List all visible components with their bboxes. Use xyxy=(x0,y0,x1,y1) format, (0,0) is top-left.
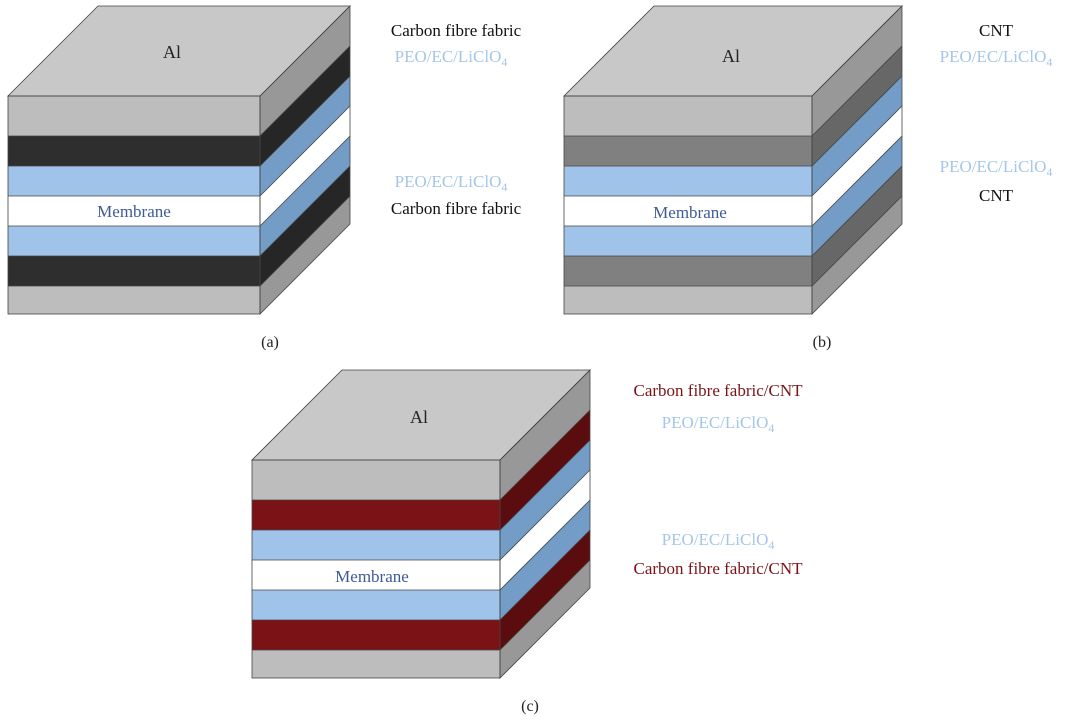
panel-c-layer-electrolyte-top xyxy=(252,530,500,560)
panel-c-caption: (c) xyxy=(521,698,539,715)
panel-a-label-3-text: PEO/EC/LiClO xyxy=(395,172,502,191)
panel-b-label-1: CNT xyxy=(979,21,1014,40)
panel-b-side-electrode-top xyxy=(812,46,902,166)
panel-a-layer-electrolyte-top xyxy=(8,166,260,196)
panel-b-layer-electrode-top xyxy=(564,136,812,166)
panel-a-label-4: Carbon fibre fabric xyxy=(391,199,522,218)
panel-a-side-electrode-bottom xyxy=(260,166,350,286)
panel-c-side-electrolyte-bottom xyxy=(500,500,590,620)
panel-b-label-3: PEO/EC/LiClO4 xyxy=(940,157,1053,179)
panel-b-side-electrolyte-bottom xyxy=(812,136,902,256)
panel-c-layer-al-bottom xyxy=(252,650,500,678)
panel-c-label-1: Carbon fibre fabric/CNT xyxy=(634,381,804,400)
panel-b-label-2-sub: 4 xyxy=(1046,55,1052,69)
panel-b-membrane-label: Membrane xyxy=(653,203,727,222)
panel-b-side-electrolyte-top xyxy=(812,76,902,196)
panel-c-label-3-sub: 4 xyxy=(768,538,774,552)
panel-c-side-electrode-bottom xyxy=(500,530,590,650)
panel-c-top-label: Al xyxy=(410,407,428,427)
panel-c-layer-membrane xyxy=(252,560,500,590)
panel-a-side-electrolyte-bottom xyxy=(260,136,350,256)
panel-b-outlines xyxy=(563,5,903,315)
panel-b-label-2-text: PEO/EC/LiClO xyxy=(940,47,1047,66)
panel-a-top-label: Al xyxy=(163,42,181,62)
panel-c-layer-electrode-bottom xyxy=(252,620,500,650)
panel-c-label-2: PEO/EC/LiClO4 xyxy=(662,413,775,435)
panel-b-caption: (b) xyxy=(813,334,832,351)
panel-b: Al Membrane CNT PEO/EC/LiClO4 PEO/EC/LiC… xyxy=(563,5,1053,351)
panel-a-side-electrolyte-top xyxy=(260,76,350,196)
panel-b-layer-electrolyte-bottom xyxy=(564,226,812,256)
panel-b-label-4: CNT xyxy=(979,186,1014,205)
panel-c-membrane-label: Membrane xyxy=(335,567,409,586)
panel-b-label-3-sub: 4 xyxy=(1046,165,1052,179)
panel-a-label-2-sub: 4 xyxy=(501,55,507,69)
panel-b-al-top-face xyxy=(564,6,902,96)
panel-b-layer-al-bottom xyxy=(564,286,812,314)
panel-a-label-1: Carbon fibre fabric xyxy=(391,21,522,40)
panel-b-layer-membrane xyxy=(564,196,812,226)
panel-b-side-al-top xyxy=(812,6,902,136)
panel-b-label-4-text: CNT xyxy=(979,186,1014,205)
panel-a-label-3: PEO/EC/LiClO4 xyxy=(395,172,508,194)
panel-c-label-3: PEO/EC/LiClO4 xyxy=(662,530,775,552)
panel-a: Al Membrane Carbon fibre fabric PEO/EC/L… xyxy=(7,5,522,351)
panel-a-layer-al-bottom xyxy=(8,286,260,314)
panel-c-label-2-sub: 4 xyxy=(768,421,774,435)
panel-b-label-2: PEO/EC/LiClO4 xyxy=(940,47,1053,69)
panel-c-layer-electrode-top xyxy=(252,500,500,530)
panel-c: Al Membrane Carbon fibre fabric/CNT PEO/… xyxy=(251,369,804,715)
panel-a-caption: (a) xyxy=(261,334,279,351)
panel-a-label-2-text: PEO/EC/LiClO xyxy=(395,47,502,66)
panel-c-layer-al-top xyxy=(252,460,500,500)
panel-c-side-al-bottom xyxy=(500,560,590,678)
panel-a-layer-electrolyte-bottom xyxy=(8,226,260,256)
panel-b-layer-al-top xyxy=(564,96,812,136)
panel-a-label-2: PEO/EC/LiClO4 xyxy=(395,47,508,69)
panel-b-side-al-bottom xyxy=(812,196,902,314)
panel-b-top-label: Al xyxy=(722,46,740,66)
panel-b-side-membrane xyxy=(812,106,902,226)
panel-c-side-membrane xyxy=(500,470,590,590)
panel-c-label-2-text: PEO/EC/LiClO xyxy=(662,413,769,432)
panel-a-layer-electrode-bottom xyxy=(8,256,260,286)
panel-c-label-1-text: Carbon fibre fabric/CNT xyxy=(634,381,804,400)
panel-a-membrane-label: Membrane xyxy=(97,202,171,221)
panel-c-outlines xyxy=(251,369,591,679)
panel-c-al-top-face xyxy=(252,370,590,460)
panel-c-side-electrolyte-top xyxy=(500,440,590,560)
panel-b-layer-electrolyte-top xyxy=(564,166,812,196)
panel-c-label-3-text: PEO/EC/LiClO xyxy=(662,530,769,549)
panel-b-label-3-text: PEO/EC/LiClO xyxy=(940,157,1047,176)
panel-c-layer-electrolyte-bottom xyxy=(252,590,500,620)
panel-c-side-electrode-top xyxy=(500,410,590,530)
panel-a-layer-al-top xyxy=(8,96,260,136)
panel-c-side-al-top xyxy=(500,370,590,500)
panel-a-al-top-face xyxy=(8,6,350,96)
panel-a-outlines xyxy=(7,5,351,315)
panel-a-side-electrode-top xyxy=(260,46,350,166)
panel-a-side-membrane xyxy=(260,106,350,226)
panel-a-side-al-top xyxy=(260,6,350,136)
panel-a-layer-electrode-top xyxy=(8,136,260,166)
panel-c-label-4: Carbon fibre fabric/CNT xyxy=(634,559,804,578)
panel-b-layer-electrode-bottom xyxy=(564,256,812,286)
panel-a-layer-membrane xyxy=(8,196,260,226)
panel-a-label-4-text: Carbon fibre fabric xyxy=(391,199,522,218)
panel-b-side-electrode-bottom xyxy=(812,166,902,286)
panel-a-label-1-text: Carbon fibre fabric xyxy=(391,21,522,40)
panel-c-label-4-text: Carbon fibre fabric/CNT xyxy=(634,559,804,578)
panel-a-side-al-bottom xyxy=(260,196,350,314)
panel-a-label-3-sub: 4 xyxy=(501,180,507,194)
panel-b-label-1-text: CNT xyxy=(979,21,1014,40)
